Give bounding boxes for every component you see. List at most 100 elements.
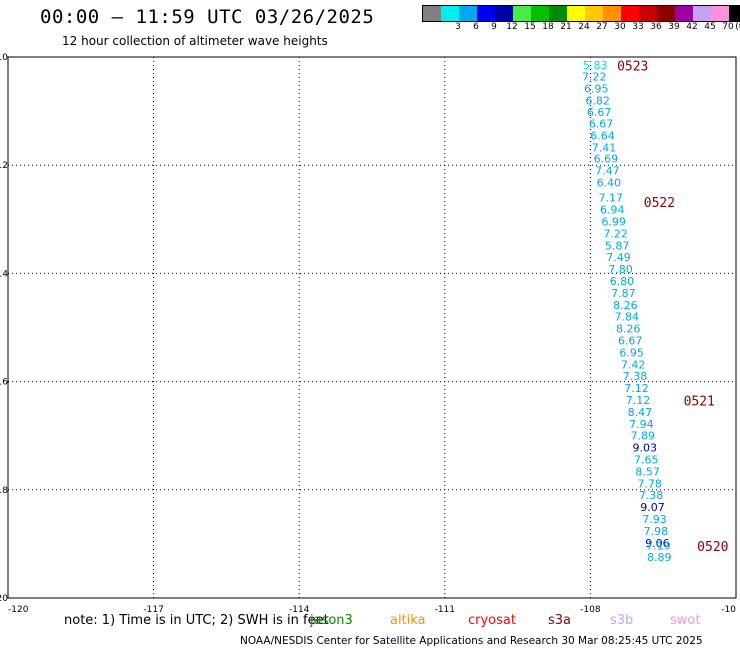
page-title: 00:00 – 11:59 UTC 03/26/2025 bbox=[40, 6, 375, 28]
legend-label: 12 bbox=[506, 22, 518, 32]
wave-height-label: 6.67 bbox=[618, 334, 643, 347]
legend-label: 3 bbox=[455, 22, 461, 32]
wave-height-label: 5.83 bbox=[583, 59, 608, 72]
wave-height-label: 7.84 bbox=[615, 311, 640, 324]
legend-label: 36 bbox=[650, 22, 662, 32]
wave-height-label: 9.07 bbox=[640, 501, 665, 514]
wave-height-label: 7.19 bbox=[646, 540, 671, 553]
wave-height-label: 7.41 bbox=[592, 141, 617, 154]
wave-height-label: 7.98 bbox=[644, 525, 669, 538]
legend-label: 9 bbox=[491, 22, 497, 32]
wave-height-label: 6.40 bbox=[597, 177, 622, 190]
legend-unit: (ft) bbox=[735, 22, 740, 32]
legend-label: 18 bbox=[542, 22, 554, 32]
longitude-tick-label: -111 bbox=[435, 605, 455, 615]
pass-time-label: 0520 bbox=[697, 540, 728, 555]
wave-height-label: 7.93 bbox=[642, 513, 667, 526]
wave-height-label: 6.94 bbox=[600, 204, 625, 217]
wave-height-label: 7.38 bbox=[623, 370, 648, 383]
note-text: note: 1) Time is in UTC; 2) SWH is in fe… bbox=[64, 613, 329, 628]
pass-time-label: 0522 bbox=[644, 196, 675, 211]
wave-height-label: 6.99 bbox=[601, 215, 626, 228]
longitude-tick-label: -108 bbox=[580, 605, 601, 615]
wave-height-label: 7.42 bbox=[621, 358, 646, 371]
satellite-name: cryosat bbox=[468, 613, 516, 628]
latitude-tick-label: -14 bbox=[0, 269, 8, 279]
color-legend bbox=[422, 5, 740, 22]
satellite-name: swot bbox=[670, 613, 701, 628]
wave-height-label: 6.67 bbox=[587, 106, 612, 119]
wave-height-label: 8.89 bbox=[647, 551, 672, 564]
wave-height-label: 7.12 bbox=[624, 382, 649, 395]
longitude-tick-label: -120 bbox=[8, 605, 29, 615]
pass-time-labels: 0523 0522 0521 0520 bbox=[617, 60, 728, 555]
footer-credit: NOAA/NESDIS Center for Satellite Applica… bbox=[240, 635, 703, 647]
wave-height-label: 7.65 bbox=[634, 454, 659, 467]
wave-height-label: 7.22 bbox=[582, 70, 607, 83]
legend-label: 6 bbox=[473, 22, 479, 32]
wave-height-label: 8.26 bbox=[613, 299, 638, 312]
wave-height-label: 6.95 bbox=[619, 346, 644, 359]
legend-label: 42 bbox=[686, 22, 698, 32]
legend-swatch bbox=[603, 6, 621, 21]
wave-height-label: 9.03 bbox=[633, 442, 658, 455]
latitude-tick-label: -18 bbox=[0, 486, 8, 496]
legend-label: 45 bbox=[704, 22, 716, 32]
page-subtitle: 12 hour collection of altimeter wave hei… bbox=[62, 34, 328, 48]
wave-height-label: 8.47 bbox=[628, 406, 653, 419]
legend-label: 24 bbox=[578, 22, 590, 32]
legend-swatch bbox=[549, 6, 567, 21]
wave-height-label: 6.67 bbox=[589, 118, 614, 131]
legend-label: 39 bbox=[668, 22, 680, 32]
map-grid bbox=[7, 56, 737, 599]
longitude-tick-label: -10 bbox=[721, 605, 736, 615]
legend-swatch bbox=[729, 6, 740, 21]
legend-label: 15 bbox=[524, 22, 536, 32]
wave-height-label: 7.12 bbox=[626, 394, 651, 407]
satellite-name: jason3 bbox=[310, 613, 353, 628]
longitude-tick-label: -114 bbox=[289, 605, 310, 615]
satellite-name: altika bbox=[390, 613, 426, 628]
map-tick-labels: -120 -117 -114 -111 -108 -10 -10 -12 -14 -16 -18 -2… bbox=[0, 53, 736, 615]
wave-height-label: 8.57 bbox=[635, 465, 660, 478]
latitude-tick-label: -16 bbox=[0, 378, 8, 388]
longitude-tick-label: -117 bbox=[143, 605, 163, 615]
legend-swatch bbox=[477, 6, 495, 21]
legend-swatch bbox=[711, 6, 729, 21]
pass-time-label: 0523 bbox=[617, 60, 648, 75]
latitude-tick-label: -20 bbox=[0, 594, 8, 604]
satellite-name: s3b bbox=[610, 613, 634, 628]
wave-height-points: 5.837.226.956.826.676.676.647.416.697.47… bbox=[582, 59, 672, 564]
wave-height-label: 7.17 bbox=[599, 192, 624, 205]
legend-swatch bbox=[657, 6, 675, 21]
wave-height-label: 7.22 bbox=[603, 227, 628, 240]
legend-swatch bbox=[513, 6, 531, 21]
legend-swatch bbox=[531, 6, 549, 21]
legend-swatch bbox=[459, 6, 477, 21]
wave-height-label: 7.47 bbox=[595, 165, 620, 178]
legend-swatch bbox=[423, 6, 441, 21]
map-frame bbox=[7, 56, 737, 599]
legend-swatch bbox=[693, 6, 711, 21]
pass-time-label: 0521 bbox=[684, 395, 715, 410]
legend-label: 70 bbox=[722, 22, 734, 32]
satellite-name: s3a bbox=[548, 613, 572, 628]
legend-swatch bbox=[639, 6, 657, 21]
wave-height-label: 8.26 bbox=[616, 323, 641, 336]
legend-swatch bbox=[675, 6, 693, 21]
wave-height-label: 7.78 bbox=[637, 477, 662, 490]
legend-swatch bbox=[495, 6, 513, 21]
wave-height-label: 6.69 bbox=[594, 153, 619, 166]
wave-height-label: 7.80 bbox=[608, 263, 633, 276]
wave-height-label: 7.38 bbox=[639, 489, 664, 502]
wave-height-label: 9.06 bbox=[645, 537, 670, 550]
legend-label: 21 bbox=[560, 22, 572, 32]
legend-label: 33 bbox=[632, 22, 644, 32]
legend-label: 30 bbox=[614, 22, 626, 32]
wave-height-label: 6.64 bbox=[590, 129, 615, 142]
wave-height-label: 6.82 bbox=[585, 94, 610, 107]
wave-height-label: 6.80 bbox=[610, 275, 635, 288]
legend-swatch bbox=[567, 6, 585, 21]
legend-swatch bbox=[441, 6, 459, 21]
wave-height-label: 7.94 bbox=[629, 418, 654, 431]
